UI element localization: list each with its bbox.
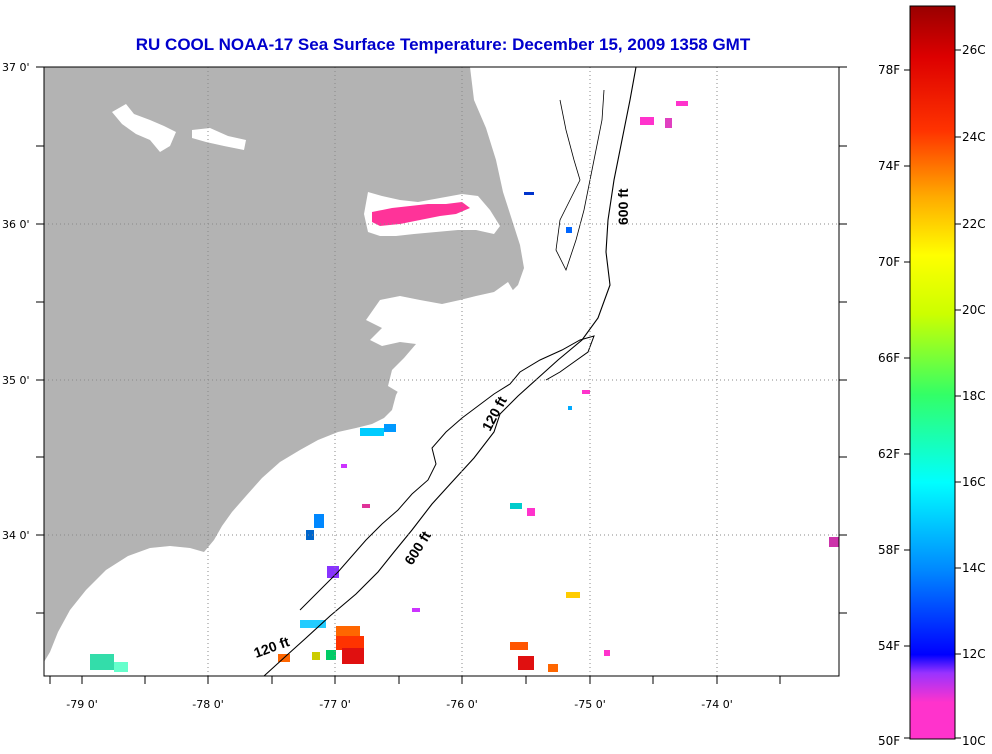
- colorbar-ticks: [904, 49, 961, 739]
- cb-c-22: 22C: [962, 217, 986, 231]
- cb-f-62: 62F: [878, 447, 900, 461]
- lon-label-76: -76 0': [446, 698, 478, 711]
- lat-label-34: 34 0': [2, 529, 30, 542]
- cb-f-78: 78F: [878, 63, 900, 77]
- inland-lake-1: [112, 104, 176, 152]
- map-title: RU COOL NOAA-17 Sea Surface Temperature:…: [136, 35, 751, 54]
- inland-lake-2: [192, 128, 246, 150]
- lon-label-78: -78 0': [192, 698, 224, 711]
- cb-c-26: 26C: [962, 43, 986, 57]
- cb-c-12: 12C: [962, 647, 986, 661]
- cb-c-16: 16C: [962, 475, 986, 489]
- contour-120ft: [299, 335, 595, 611]
- cb-f-70: 70F: [878, 255, 900, 269]
- lon-label-74: -74 0': [701, 698, 733, 711]
- graticule: [44, 67, 839, 676]
- pamlico-sound: [366, 282, 514, 392]
- cb-f-58: 58F: [878, 543, 900, 557]
- colorbar: [909, 5, 956, 740]
- cb-c-20: 20C: [962, 303, 986, 317]
- contour-600ft-shelf-break: [263, 66, 637, 677]
- cb-f-54: 54F: [878, 639, 900, 653]
- cb-f-74: 74F: [878, 159, 900, 173]
- cb-c-18: 18C: [962, 389, 986, 403]
- axis-ticks: [36, 66, 847, 684]
- cb-c-14: 14C: [962, 561, 986, 575]
- lon-label-75: -75 0': [574, 698, 606, 711]
- lon-label-77: -77 0': [319, 698, 351, 711]
- map-frame: [43, 66, 840, 677]
- cb-f-50: 50F: [878, 734, 900, 748]
- contour-label-600ft-north: 600 ft: [615, 188, 631, 225]
- lat-label-35: 35 0': [2, 374, 30, 387]
- cb-c-24: 24C: [962, 130, 986, 144]
- sst-patches: [90, 101, 839, 672]
- lat-label-36: 36 0': [2, 218, 30, 231]
- lat-label-37: 37 0': [2, 61, 30, 74]
- cb-c-10: 10C: [962, 734, 986, 748]
- cb-f-66: 66F: [878, 351, 900, 365]
- lon-label-79: -79 0': [66, 698, 98, 711]
- albemarle-cold-water: [372, 202, 470, 226]
- coastline-shelf-detail: [555, 89, 605, 272]
